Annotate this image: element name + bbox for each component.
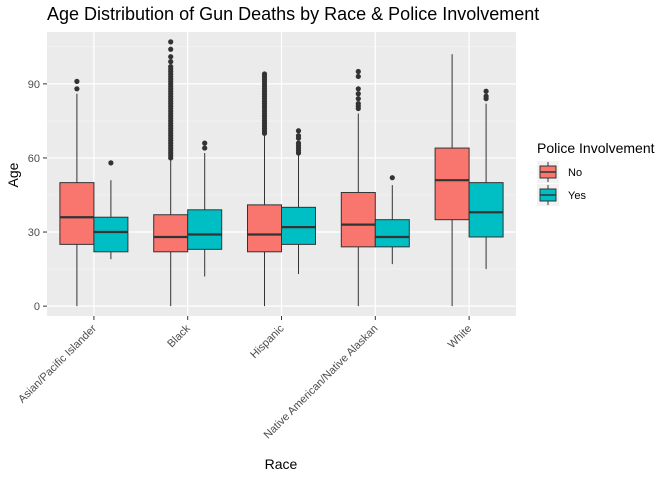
- y-axis-title: Age: [5, 162, 21, 187]
- legend-label: Yes: [568, 190, 586, 202]
- outlier-point: [168, 64, 173, 69]
- legend-key-1: [537, 184, 559, 206]
- outlier-point: [262, 71, 267, 76]
- outlier-point: [202, 141, 207, 146]
- outlier-point: [356, 91, 361, 96]
- box-body: [154, 215, 188, 252]
- outlier-point: [168, 54, 173, 59]
- chart-title: Age Distribution of Gun Deaths by Race &…: [47, 4, 539, 24]
- outlier-point: [74, 86, 79, 91]
- outlier-point: [484, 94, 489, 99]
- box-body: [282, 207, 316, 244]
- outlier-point: [356, 101, 361, 106]
- box-body: [248, 205, 282, 252]
- outlier-point: [356, 69, 361, 74]
- outlier-point: [296, 133, 301, 138]
- outlier-point: [296, 141, 301, 146]
- y-tick-label: 0: [34, 301, 40, 313]
- outlier-point: [74, 79, 79, 84]
- outlier-point: [296, 128, 301, 133]
- outlier-point: [202, 145, 207, 150]
- outlier-point: [168, 39, 173, 44]
- outlier-point: [356, 74, 361, 79]
- outlier-point: [484, 89, 489, 94]
- outlier-point: [168, 59, 173, 64]
- outlier-point: [168, 47, 173, 52]
- y-tick-label: 60: [28, 153, 40, 165]
- legend-title: Police Involvement: [537, 140, 655, 156]
- box-body: [60, 183, 94, 245]
- box-body: [341, 193, 375, 247]
- outlier-point: [108, 160, 113, 165]
- y-tick-label: 30: [28, 227, 40, 239]
- legend-key-0: [537, 161, 559, 183]
- box-body: [94, 217, 128, 252]
- outlier-point: [356, 96, 361, 101]
- box-body: [435, 148, 469, 220]
- box-body: [188, 210, 222, 250]
- x-axis-title: Race: [265, 456, 298, 472]
- y-tick-label: 90: [28, 79, 40, 91]
- outlier-point: [390, 175, 395, 180]
- box-body: [375, 220, 409, 247]
- box-body: [469, 183, 503, 237]
- legend-label: No: [568, 167, 582, 179]
- outlier-point: [356, 86, 361, 91]
